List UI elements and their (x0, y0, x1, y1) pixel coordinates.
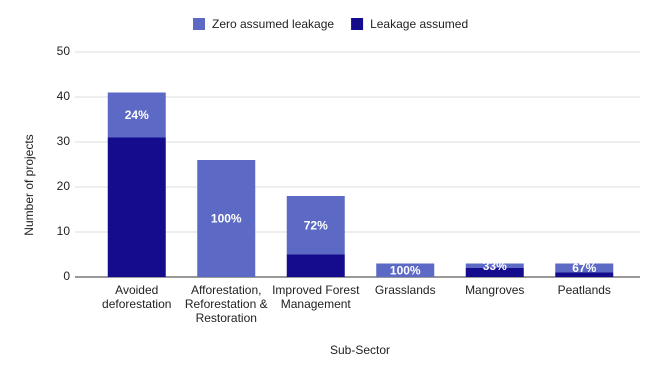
x-axis-title: Sub-Sector (330, 343, 390, 357)
bar-segment (465, 268, 524, 277)
x-tick-label: Mangroves (465, 283, 525, 297)
y-tick-label: 50 (57, 44, 71, 58)
bar-segment (286, 254, 345, 277)
x-tick-label: Improved Forest Management (272, 283, 360, 311)
x-tick-label: Grasslands (374, 283, 436, 297)
data-label: 67% (572, 261, 596, 275)
legend-swatch (193, 18, 205, 30)
bar-segment (286, 196, 345, 255)
legend-label: Zero assumed leakage (212, 17, 334, 31)
data-label: 24% (125, 108, 149, 122)
data-label: 100% (211, 212, 242, 226)
bar-segment (376, 263, 435, 277)
bar-segment (197, 160, 256, 277)
y-tick-label: 30 (57, 134, 71, 148)
x-tick-label: Afforestation, Reforestation & Restorati… (184, 283, 268, 325)
bar-segment (555, 272, 614, 277)
y-tick-label: 0 (63, 269, 70, 283)
legend-swatch (351, 18, 364, 30)
data-label: 33% (483, 259, 507, 273)
y-tick-label: 20 (57, 179, 71, 193)
x-tick-label: Avoided deforestation (102, 283, 172, 311)
y-axis-title: Number of projects (22, 134, 36, 235)
bar-segment (107, 92, 166, 138)
data-label: 100% (390, 263, 421, 277)
legend-label: Leakage assumed (370, 17, 468, 31)
y-tick-label: 10 (57, 224, 71, 238)
y-tick-label: 40 (57, 89, 71, 103)
bar-segment (107, 137, 166, 277)
x-tick-label: Peatlands (557, 283, 611, 297)
bar-segment (555, 263, 614, 273)
bar-segment (465, 263, 524, 268)
data-label: 72% (304, 218, 328, 232)
